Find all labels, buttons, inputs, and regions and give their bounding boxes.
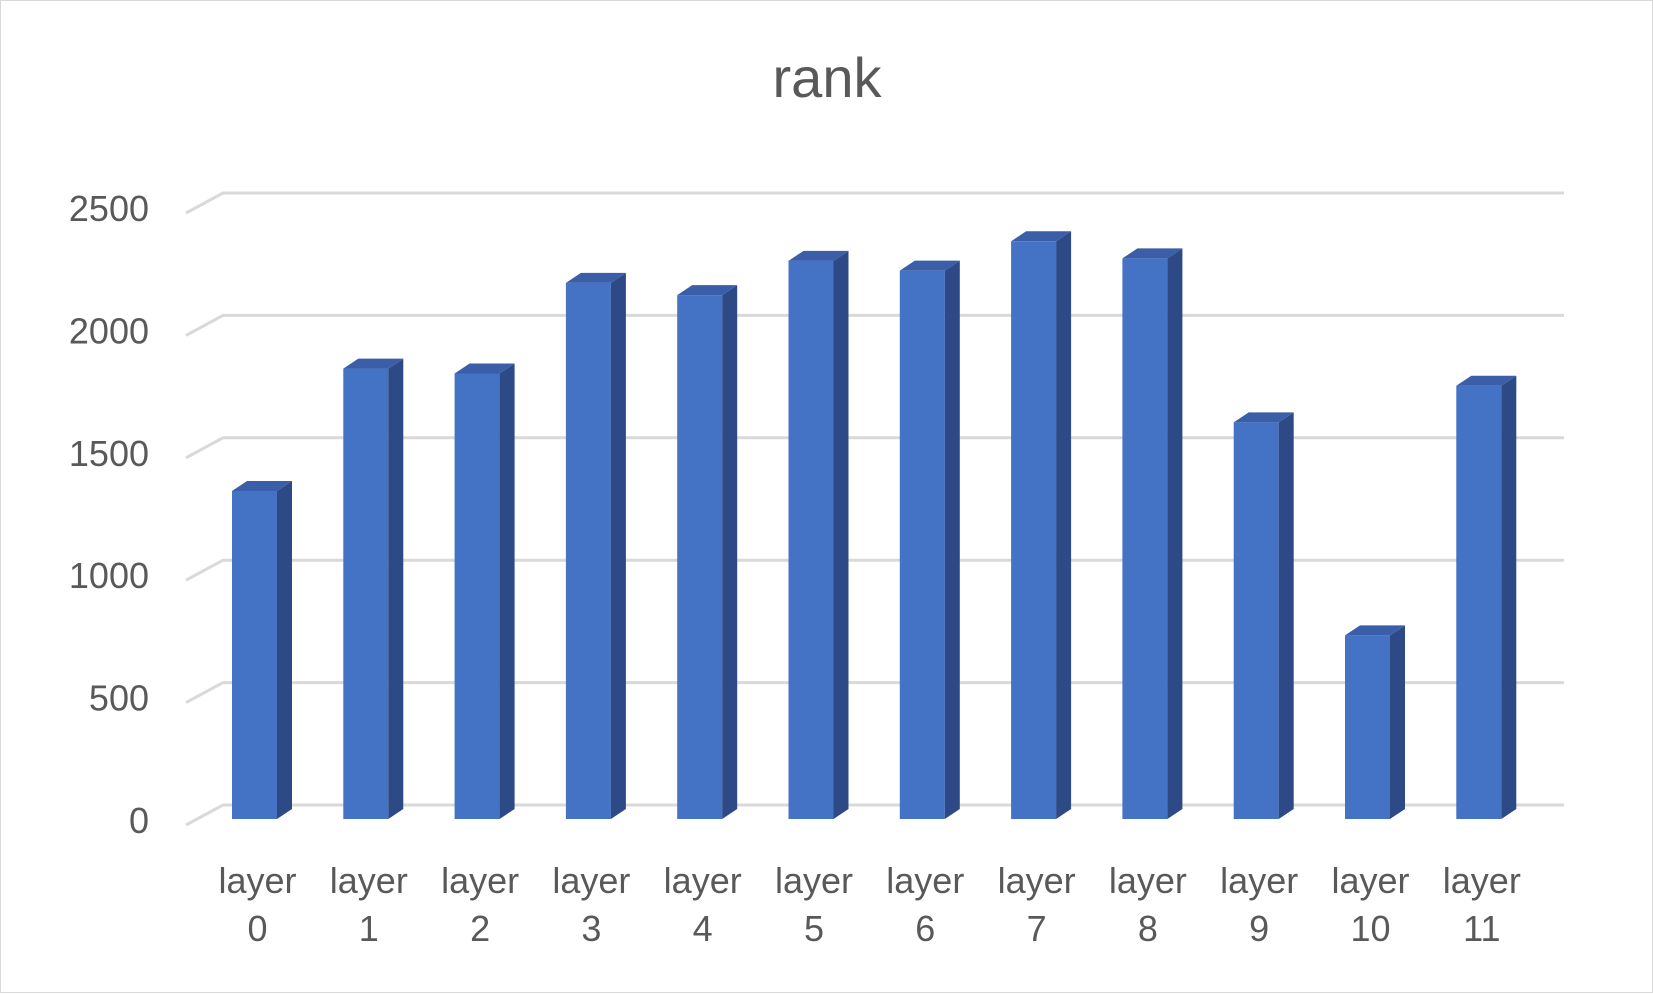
gridline — [185, 558, 1564, 582]
y-tick-label: 2000 — [69, 310, 149, 351]
bar — [788, 250, 849, 820]
bar — [454, 363, 515, 819]
y-tick-label: 1500 — [69, 433, 149, 474]
bar-front — [1456, 385, 1502, 819]
bar-front — [343, 368, 389, 819]
bar-top — [565, 272, 626, 283]
y-tick-label: 500 — [89, 678, 149, 719]
x-tick-label: layer 7 — [998, 860, 1076, 949]
x-tick-label: layer 4 — [664, 860, 742, 949]
x-tick-label: layer 10 — [1331, 860, 1409, 949]
bar — [565, 272, 626, 819]
bar-front — [1233, 422, 1279, 819]
bar-top — [343, 358, 404, 369]
bar-top — [1011, 231, 1072, 242]
bar — [232, 480, 292, 819]
x-tick-label: layer 8 — [1109, 860, 1187, 949]
bar — [1456, 375, 1517, 819]
bar — [899, 260, 960, 819]
bar-front — [899, 270, 945, 819]
bar-side — [1501, 375, 1517, 819]
bar-top — [788, 250, 849, 261]
bar-front — [1011, 241, 1057, 820]
gridline — [185, 681, 1564, 704]
x-tick-label: layer 0 — [218, 860, 296, 949]
bar-side — [944, 260, 960, 819]
x-axis-ticks: layer 0 layer 1 layer 2 layer 3 layer 4 layer 5 laye… — [218, 860, 1520, 949]
gridline — [185, 803, 1564, 827]
bars — [232, 231, 1517, 820]
bar-side — [1056, 231, 1072, 820]
bar-top — [232, 480, 292, 491]
bar-front — [677, 295, 723, 819]
y-tick-label: 2500 — [69, 188, 149, 229]
bar-top — [454, 363, 515, 374]
bar-side — [1390, 625, 1405, 819]
bar-side — [833, 250, 849, 819]
y-tick-label: 1000 — [69, 555, 149, 596]
bar — [677, 285, 738, 819]
x-tick-label: layer 5 — [775, 860, 853, 949]
bar-top — [1233, 412, 1294, 423]
bar-side — [388, 358, 404, 819]
bar-front — [1345, 635, 1390, 819]
bar-side — [722, 285, 738, 819]
gridlines — [185, 191, 1564, 827]
y-axis-ticks: 0 500 1000 1500 2000 2500 — [69, 188, 149, 841]
bar — [1233, 412, 1294, 819]
x-tick-label: layer 2 — [441, 860, 519, 949]
x-tick-label: layer 3 — [552, 860, 630, 949]
bar — [1011, 231, 1072, 820]
x-tick-label: layer 9 — [1220, 860, 1298, 949]
bar-front — [454, 373, 500, 819]
x-tick-label: layer 1 — [330, 860, 408, 949]
gridline — [185, 313, 1564, 337]
bar-side — [610, 272, 626, 819]
bar-top — [1122, 248, 1183, 259]
bar — [1122, 248, 1183, 820]
bar-top — [1345, 625, 1405, 636]
bar-front — [1122, 258, 1168, 820]
bar — [343, 358, 404, 819]
bar — [1345, 625, 1405, 819]
bar-side — [1278, 412, 1294, 819]
bar-front — [788, 260, 834, 820]
chart-title: rank — [773, 46, 883, 109]
bar-front — [232, 490, 277, 819]
y-tick-label: 0 — [129, 800, 149, 841]
gridline — [185, 191, 1564, 215]
bar-front — [565, 282, 611, 819]
bar-top — [899, 260, 960, 271]
bar-side — [1167, 248, 1183, 819]
bar-side — [277, 480, 292, 819]
bar-top — [1456, 375, 1517, 386]
bar-side — [499, 363, 515, 819]
gridline — [185, 436, 1564, 460]
x-tick-label: layer 11 — [1443, 860, 1521, 949]
bar-top — [677, 285, 738, 296]
x-tick-label: layer 6 — [886, 860, 964, 949]
